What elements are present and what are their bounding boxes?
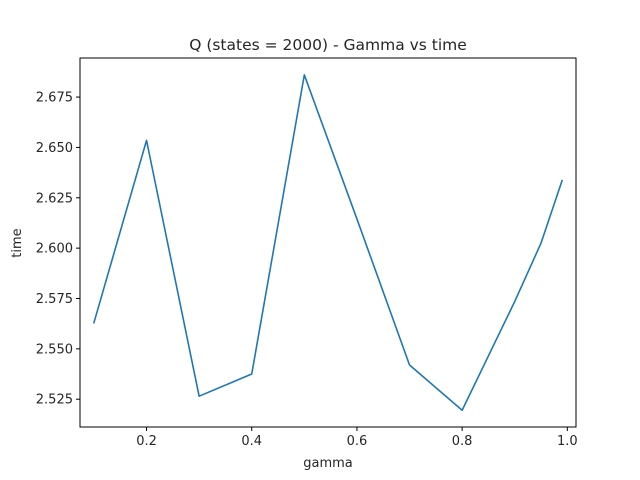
plot-frame bbox=[79, 57, 577, 428]
y-axis: 2.525 2.550 2.575 2.600 2.625 2.650 2.675 bbox=[36, 91, 80, 408]
y-tick-label: 2.625 bbox=[36, 191, 73, 206]
x-axis-label: gamma bbox=[303, 456, 353, 471]
x-axis: 0.2 0.4 0.6 0.8 1.0 bbox=[136, 427, 578, 449]
x-tick-label: 1.0 bbox=[557, 434, 578, 449]
y-tick-label: 2.675 bbox=[36, 91, 73, 106]
y-tick-label: 2.525 bbox=[36, 393, 73, 408]
chart-title: Q (states = 2000) - Gamma vs time bbox=[189, 36, 467, 54]
y-tick-label: 2.550 bbox=[36, 342, 73, 357]
x-tick-label: 0.8 bbox=[452, 434, 473, 449]
x-tick-label: 0.4 bbox=[241, 434, 262, 449]
series-line bbox=[92, 74, 564, 412]
y-tick-label: 2.650 bbox=[36, 141, 73, 156]
x-tick-label: 0.2 bbox=[136, 434, 157, 449]
series-layer bbox=[92, 74, 564, 412]
x-tick-label: 0.6 bbox=[347, 434, 368, 449]
plot-area bbox=[79, 57, 577, 428]
y-tick-label: 2.575 bbox=[36, 292, 73, 307]
y-axis-label: time bbox=[10, 228, 25, 257]
y-tick-label: 2.600 bbox=[36, 242, 73, 257]
